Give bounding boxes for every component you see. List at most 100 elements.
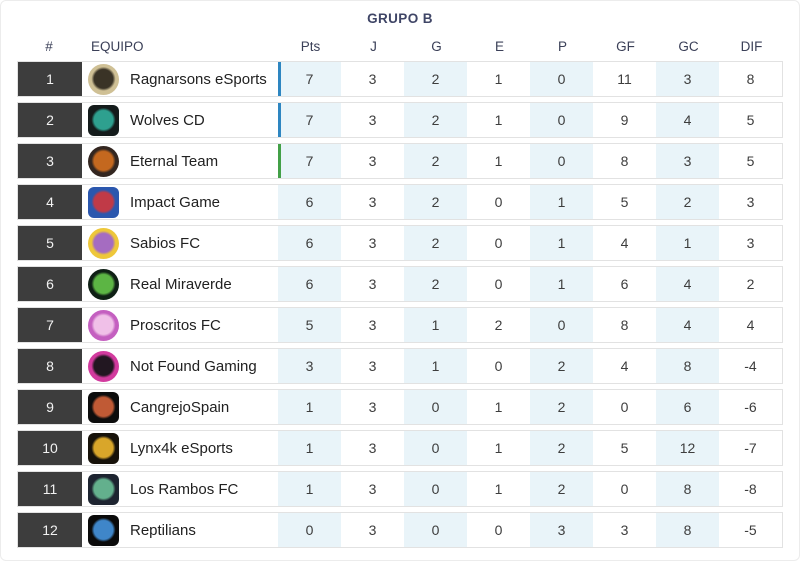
stat-cell-dif: 4 (746, 317, 755, 333)
team-name: Wolves CD (130, 111, 205, 129)
stat-cell-p: 2 (530, 431, 593, 465)
team-name: Proscritos FC (130, 316, 221, 334)
stat-cell-gf: 8 (620, 317, 629, 333)
column-header-team: EQUIPO (91, 39, 144, 54)
stat-cell-p: 2 (530, 390, 593, 424)
stat-cell-g: 0 (404, 513, 467, 547)
stat-cell-e: 0 (494, 194, 503, 210)
stat-cell-g: 0 (404, 472, 467, 506)
stat-cell-gf: 3 (620, 522, 629, 538)
stat-cell-dif: -5 (744, 522, 757, 538)
team-name: Eternal Team (130, 152, 219, 170)
table-header: # EQUIPO Pts J G E P GF GC DIF (17, 39, 783, 54)
stat-cell-g: 0 (404, 431, 467, 465)
team-cell: Real Miraverde (82, 267, 278, 301)
team-logo-icon (88, 145, 119, 177)
position-cell: 2 (18, 103, 82, 137)
stat-cell-dif: -8 (744, 481, 757, 497)
stat-cell-e: 1 (494, 440, 503, 456)
stat-cell-j: 3 (368, 440, 377, 456)
stat-cell-j: 3 (368, 481, 377, 497)
stat-cell-dif: 5 (746, 112, 755, 128)
team-cell: CangrejoSpain (82, 390, 278, 424)
stat-cell-g: 0 (404, 390, 467, 424)
position-cell: 3 (18, 144, 82, 178)
team-logo-icon (88, 350, 119, 382)
table-row: 3 Eternal Team 7 3 2 1 0 8 3 5 (17, 143, 783, 179)
table-row: 6 Real Miraverde 6 3 2 0 1 6 4 2 (17, 266, 783, 302)
stat-cell-e: 1 (494, 71, 503, 87)
stat-cell-pts: 0 (278, 513, 341, 547)
team-logo-icon (88, 63, 119, 95)
position-cell: 4 (18, 185, 82, 219)
team-name: CangrejoSpain (130, 398, 230, 416)
stat-cell-e: 1 (494, 112, 503, 128)
team-name: Ragnarsons eSports (130, 70, 267, 88)
stat-cell-e: 1 (494, 481, 503, 497)
stat-cell-pts: 6 (278, 185, 341, 219)
stat-cell-j: 3 (368, 153, 377, 169)
stat-cell-g: 2 (404, 185, 467, 219)
column-header-j: J (370, 39, 377, 54)
table-row: 1 Ragnarsons eSports 7 3 2 1 0 11 3 8 (17, 61, 783, 97)
team-logo-icon (88, 104, 119, 136)
column-header-g: G (431, 39, 442, 54)
stat-cell-e: 1 (494, 399, 503, 415)
position-cell: 7 (18, 308, 82, 342)
stat-cell-pts: 6 (278, 267, 341, 301)
team-cell: Lynx4k eSports (82, 431, 278, 465)
stat-cell-gf: 11 (617, 71, 632, 87)
stat-cell-p: 0 (530, 62, 593, 96)
table-row: 9 CangrejoSpain 1 3 0 1 2 0 6 -6 (17, 389, 783, 425)
team-logo-icon (88, 473, 119, 505)
stat-cell-p: 0 (530, 103, 593, 137)
team-name: Not Found Gaming (130, 357, 257, 375)
column-header-e: E (494, 39, 504, 54)
team-cell: Reptilians (82, 513, 278, 547)
stat-cell-pts: 3 (278, 349, 341, 383)
team-logo-icon (88, 268, 119, 300)
stat-cell-gc: 1 (656, 226, 719, 260)
stat-cell-gc: 4 (656, 267, 719, 301)
stat-cell-pts: 6 (278, 226, 341, 260)
team-name: Sabios FC (130, 234, 201, 252)
stat-cell-gc: 4 (656, 103, 719, 137)
stat-cell-j: 3 (368, 71, 377, 87)
stat-cell-j: 3 (368, 112, 377, 128)
stat-cell-gf: 4 (620, 235, 629, 251)
stat-cell-pts: 7 (278, 103, 341, 137)
position-cell: 10 (18, 431, 82, 465)
stat-cell-p: 3 (530, 513, 593, 547)
column-header-p: P (557, 39, 567, 54)
team-name: Lynx4k eSports (130, 439, 233, 457)
stat-cell-gf: 9 (620, 112, 629, 128)
stat-cell-g: 1 (404, 349, 467, 383)
column-header-pts: Pts (300, 39, 321, 54)
group-title: GRUPO B (367, 11, 433, 26)
table-row: 12 Reptilians 0 3 0 0 3 3 8 -5 (17, 512, 783, 548)
stat-cell-gc: 3 (656, 144, 719, 178)
stat-cell-gc: 8 (656, 349, 719, 383)
position-cell: 1 (18, 62, 82, 96)
stat-cell-gc: 12 (656, 431, 719, 465)
stat-cell-gc: 3 (656, 62, 719, 96)
stat-cell-gc: 2 (656, 185, 719, 219)
stat-cell-dif: 3 (746, 194, 755, 210)
column-header-position: # (45, 39, 53, 54)
position-cell: 5 (18, 226, 82, 260)
stat-cell-dif: 5 (746, 153, 755, 169)
stat-cell-e: 0 (494, 522, 503, 538)
team-logo-icon (88, 514, 119, 546)
team-cell: Sabios FC (82, 226, 278, 260)
stat-cell-j: 3 (368, 399, 377, 415)
position-cell: 11 (18, 472, 82, 506)
table-row: 11 Los Rambos FC 1 3 0 1 2 0 8 -8 (17, 471, 783, 507)
team-name: Los Rambos FC (130, 480, 239, 498)
stat-cell-g: 2 (404, 62, 467, 96)
stat-cell-gf: 8 (620, 153, 629, 169)
stat-cell-gf: 5 (620, 440, 629, 456)
team-cell: Proscritos FC (82, 308, 278, 342)
team-cell: Wolves CD (82, 103, 278, 137)
standings-table: 1 Ragnarsons eSports 7 3 2 1 0 11 3 8 2 Wolves … (17, 61, 783, 548)
team-logo-icon (88, 309, 119, 341)
